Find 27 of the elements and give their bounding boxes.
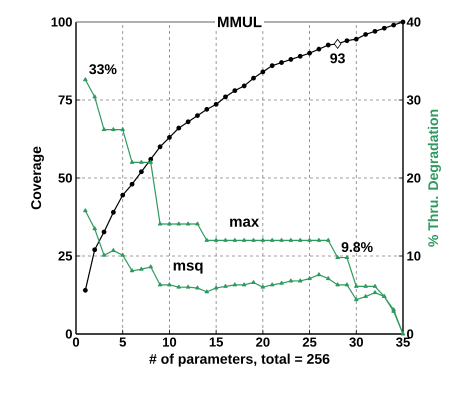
x-tick-label: 30 — [349, 338, 363, 347]
y-axis-title: Coverage — [31, 146, 44, 210]
data-label: 93 — [330, 53, 345, 64]
y-tick-label: 0 — [66, 329, 72, 339]
y2-tick-label: 40 — [406, 17, 420, 27]
y-tick-label: 100 — [52, 17, 72, 27]
x-tick-label: 5 — [120, 338, 126, 347]
y2-tick-label: 10 — [407, 251, 420, 261]
y2-axis-title: % Thru. Degradation — [428, 110, 441, 247]
series-label: msq — [174, 262, 203, 274]
y2-tick-label: 20 — [406, 173, 420, 183]
x-tick-label: 15 — [210, 338, 224, 347]
x-tick-label: 20 — [256, 338, 270, 347]
y-tick-label: 25 — [58, 251, 72, 261]
series-label: max — [230, 218, 260, 227]
x-axis-title: # of parameters, total = 256 — [149, 354, 330, 367]
data-label: 33% — [89, 64, 117, 74]
x-tick-label: 25 — [302, 338, 316, 347]
x-tick-label: 0 — [72, 338, 80, 347]
y-tick-label: 75 — [58, 95, 72, 105]
data-label: 9.8% — [342, 242, 373, 252]
y-tick-label: 50 — [58, 173, 72, 183]
x-tick-label: 10 — [163, 338, 176, 347]
y2-tick-label: 30 — [406, 95, 420, 105]
x-tick-label: 35 — [396, 338, 410, 347]
y2-tick-label: 0 — [407, 329, 414, 339]
chart-title: MMUL — [218, 16, 262, 28]
